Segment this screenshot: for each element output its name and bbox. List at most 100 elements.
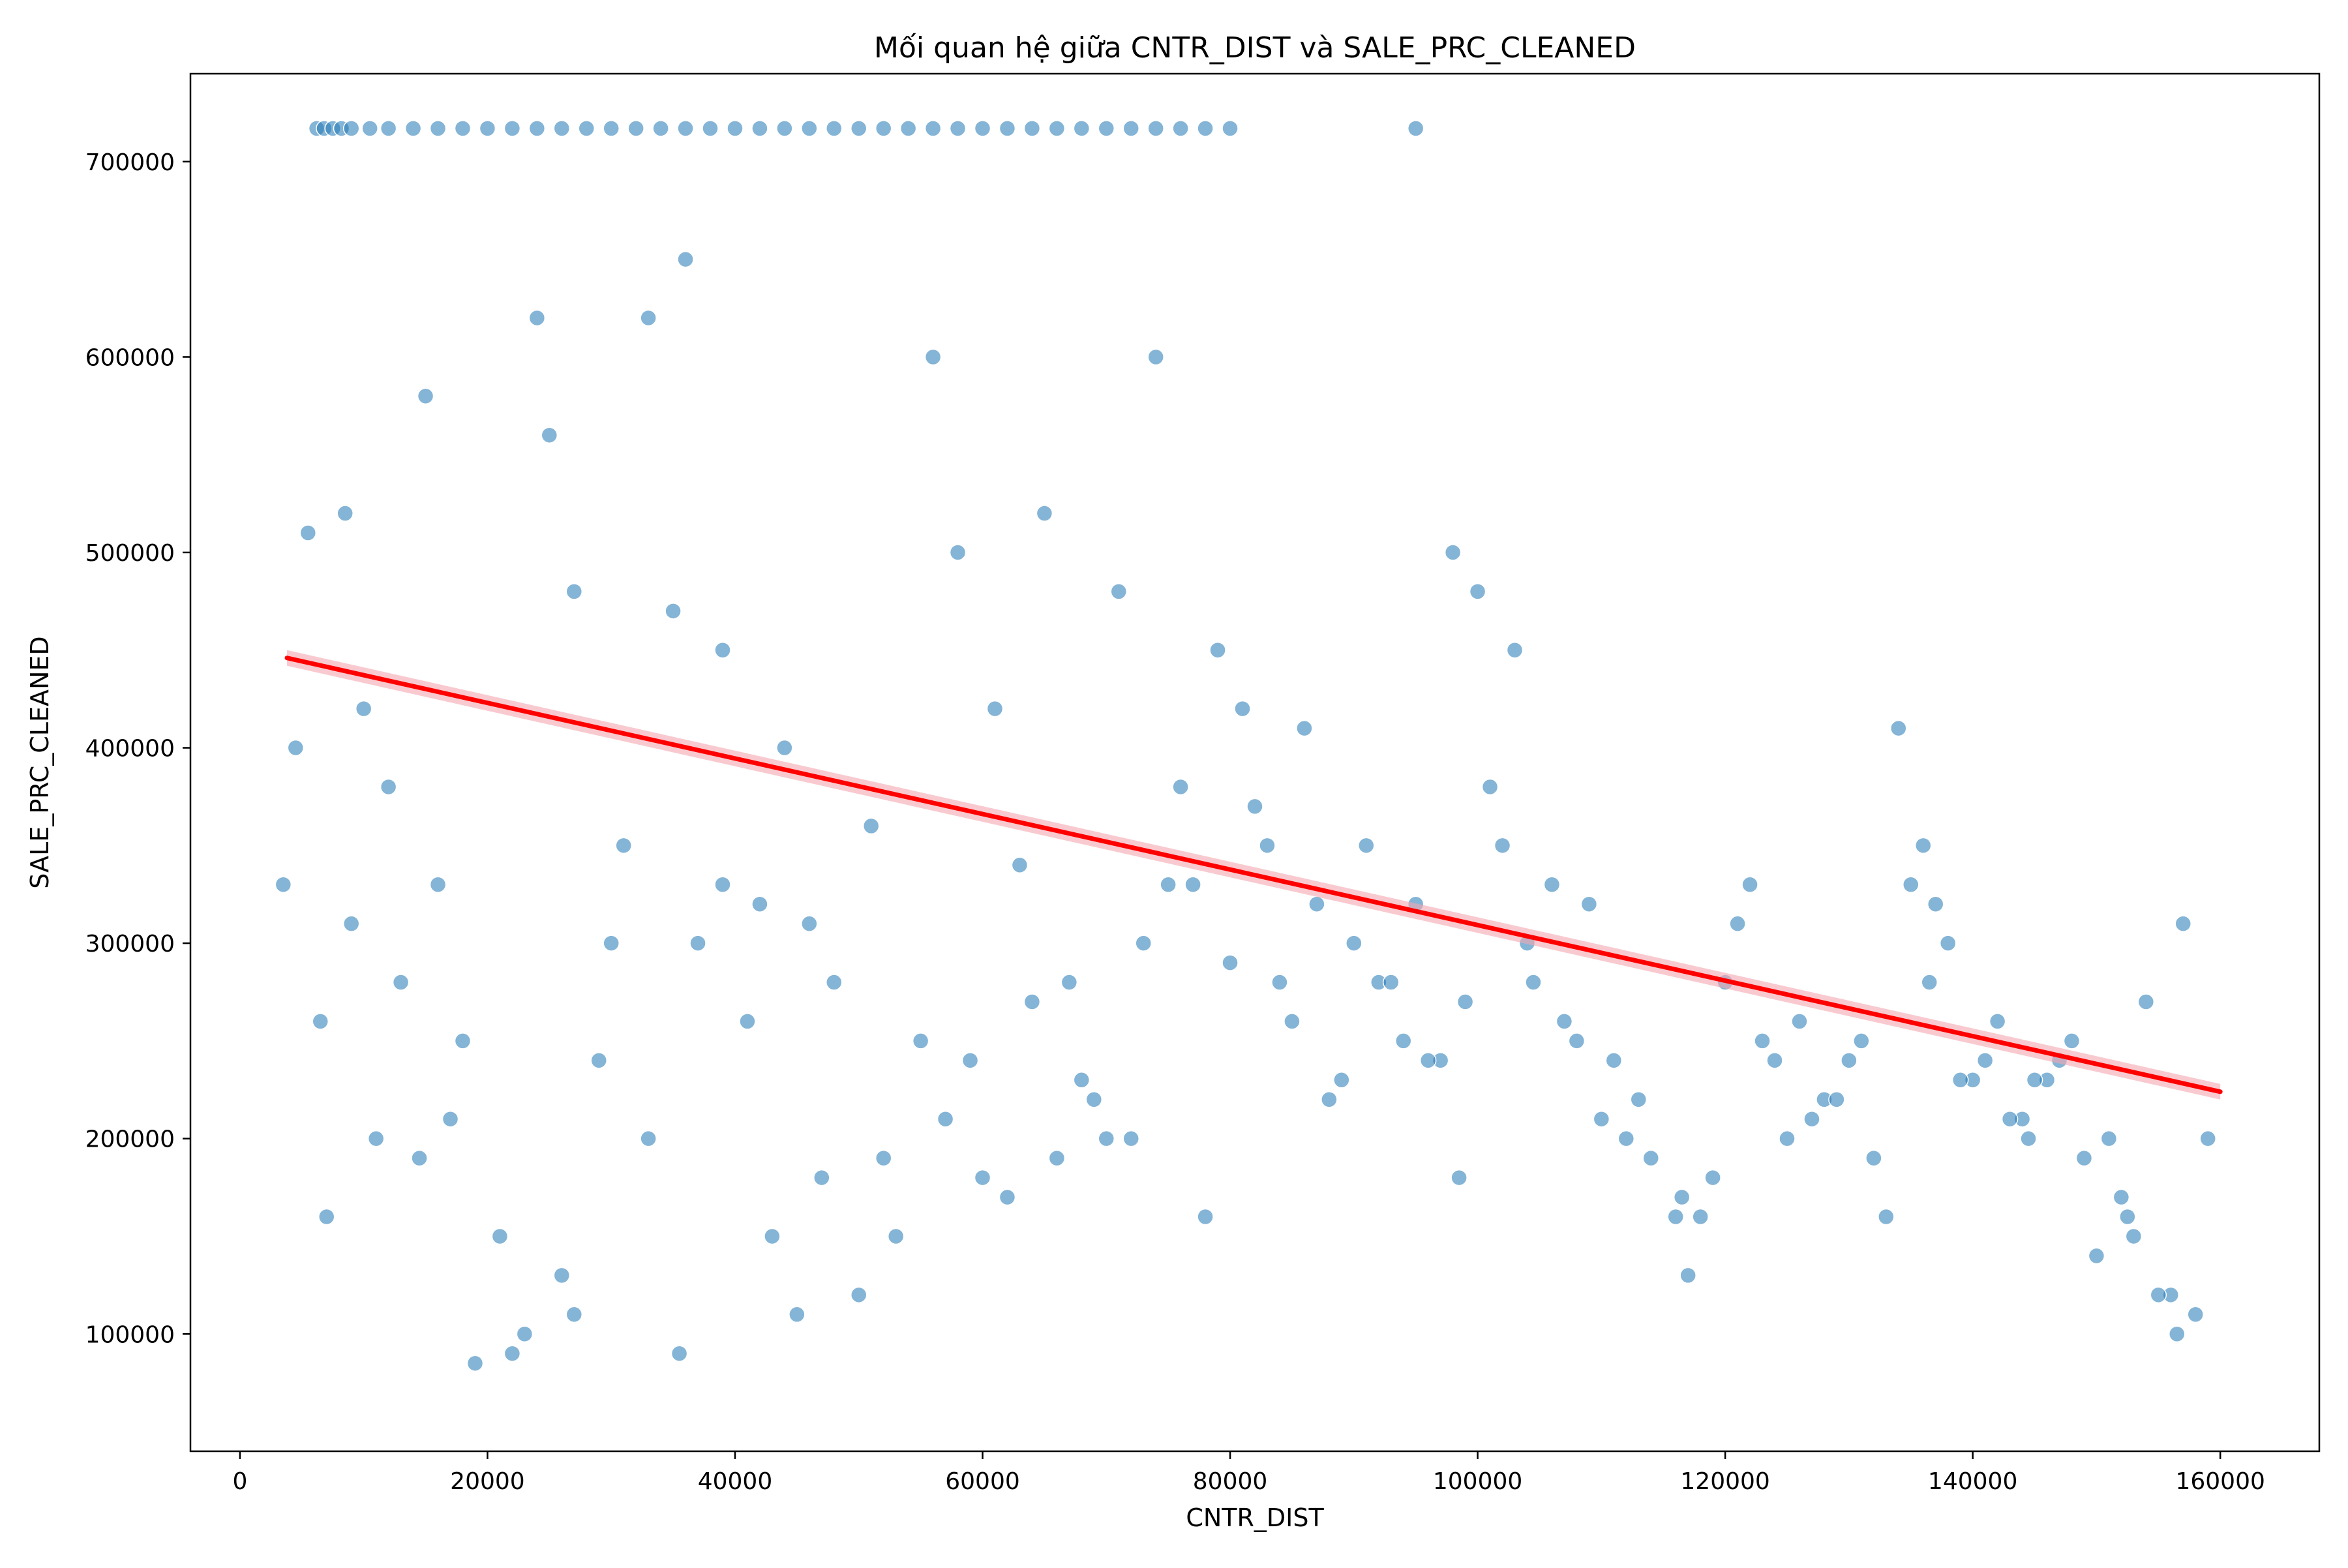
data-point	[640, 309, 657, 327]
data-point	[1976, 1052, 1994, 1069]
data-point	[429, 876, 447, 893]
x-tick-label: 100000	[1433, 1468, 1522, 1495]
data-point	[318, 1208, 335, 1226]
data-point	[1048, 1149, 1066, 1167]
data-point	[1073, 1072, 1091, 1089]
data-point	[776, 120, 793, 137]
data-point	[367, 1130, 385, 1147]
data-point	[590, 1052, 607, 1069]
data-point	[714, 641, 731, 659]
y-tick-label: 300000	[85, 931, 175, 957]
data-point	[1172, 120, 1189, 137]
data-point	[1989, 1013, 2006, 1030]
data-point	[342, 915, 360, 932]
trend-line-layer	[284, 656, 2223, 1094]
data-point	[1321, 1091, 1338, 1108]
data-point	[404, 120, 422, 137]
data-point	[578, 120, 595, 137]
data-point	[949, 544, 967, 561]
data-point	[1803, 1110, 1820, 1128]
data-point	[1704, 1169, 1721, 1186]
data-point	[850, 120, 867, 137]
x-axis: 0 20000 40000 60000 80000 100000 120000 140000 1…	[232, 1451, 2265, 1495]
data-point	[1556, 1013, 1573, 1030]
data-point	[1160, 876, 1177, 893]
data-point	[1525, 974, 1542, 991]
data-point	[1147, 348, 1164, 366]
data-point	[1494, 837, 1511, 854]
data-point	[1122, 1130, 1139, 1147]
data-point	[1394, 1033, 1412, 1049]
data-point	[727, 120, 744, 137]
data-point	[1469, 583, 1486, 600]
data-point	[1419, 1052, 1437, 1069]
y-tick-label: 700000	[85, 149, 175, 176]
data-point	[751, 120, 768, 137]
data-point	[2119, 1208, 2136, 1226]
data-point	[392, 974, 410, 991]
y-tick-label: 600000	[85, 344, 175, 371]
data-point	[937, 1110, 954, 1128]
data-point	[1618, 1130, 1635, 1147]
data-point	[1841, 1052, 1858, 1069]
data-point	[1642, 1149, 1660, 1167]
data-point	[1914, 837, 1932, 854]
data-point	[504, 1345, 521, 1362]
data-point	[2063, 1033, 2081, 1049]
data-point	[565, 1306, 583, 1323]
data-point	[714, 876, 731, 893]
data-point	[1147, 120, 1164, 137]
data-point	[924, 120, 942, 137]
data-point	[677, 120, 694, 137]
x-tick-label: 120000	[1680, 1468, 1769, 1495]
data-point	[949, 120, 967, 137]
data-point	[677, 250, 694, 268]
data-point	[961, 1052, 979, 1069]
data-point	[380, 778, 397, 796]
data-point	[1543, 876, 1561, 893]
data-point	[1828, 1091, 1845, 1108]
data-point	[1679, 1267, 1696, 1284]
data-point	[287, 739, 305, 757]
data-point	[299, 524, 317, 541]
data-point	[491, 1228, 509, 1245]
data-point	[1779, 1130, 1796, 1147]
data-point	[887, 1228, 905, 1245]
data-point	[2026, 1072, 2043, 1089]
data-point	[1036, 505, 1053, 522]
data-point	[627, 120, 644, 137]
data-point	[739, 1013, 756, 1030]
data-point	[924, 348, 942, 366]
data-point	[553, 1267, 571, 1284]
y-axis: 100000 200000 300000 400000 500000 600000 7000…	[85, 149, 190, 1348]
data-point	[361, 120, 378, 137]
data-point	[528, 120, 546, 137]
data-point	[2113, 1188, 2130, 1206]
x-tick-label: 20000	[450, 1468, 525, 1495]
data-point	[1172, 778, 1189, 796]
data-point	[1630, 1091, 1648, 1108]
data-point	[603, 935, 620, 952]
data-point	[999, 120, 1016, 137]
data-point	[1284, 1013, 1301, 1030]
data-point	[1741, 876, 1758, 893]
data-point	[2075, 1149, 2093, 1167]
data-point	[1333, 1072, 1350, 1089]
data-point	[912, 1033, 929, 1049]
x-axis-label: CNTR_DIST	[1186, 1503, 1324, 1532]
data-point	[1222, 120, 1239, 137]
x-tick-label: 40000	[698, 1468, 773, 1495]
data-point	[1444, 544, 1462, 561]
data-point	[1061, 974, 1078, 991]
data-point	[1865, 1149, 1882, 1167]
data-point	[1506, 641, 1524, 659]
data-point	[1605, 1052, 1623, 1069]
data-point	[1085, 1091, 1103, 1108]
data-point	[801, 120, 818, 137]
data-point	[1073, 120, 1091, 137]
data-point	[899, 120, 917, 137]
x-tick-label: 80000	[1193, 1468, 1268, 1495]
data-point	[429, 120, 447, 137]
data-point	[2169, 1325, 2186, 1343]
